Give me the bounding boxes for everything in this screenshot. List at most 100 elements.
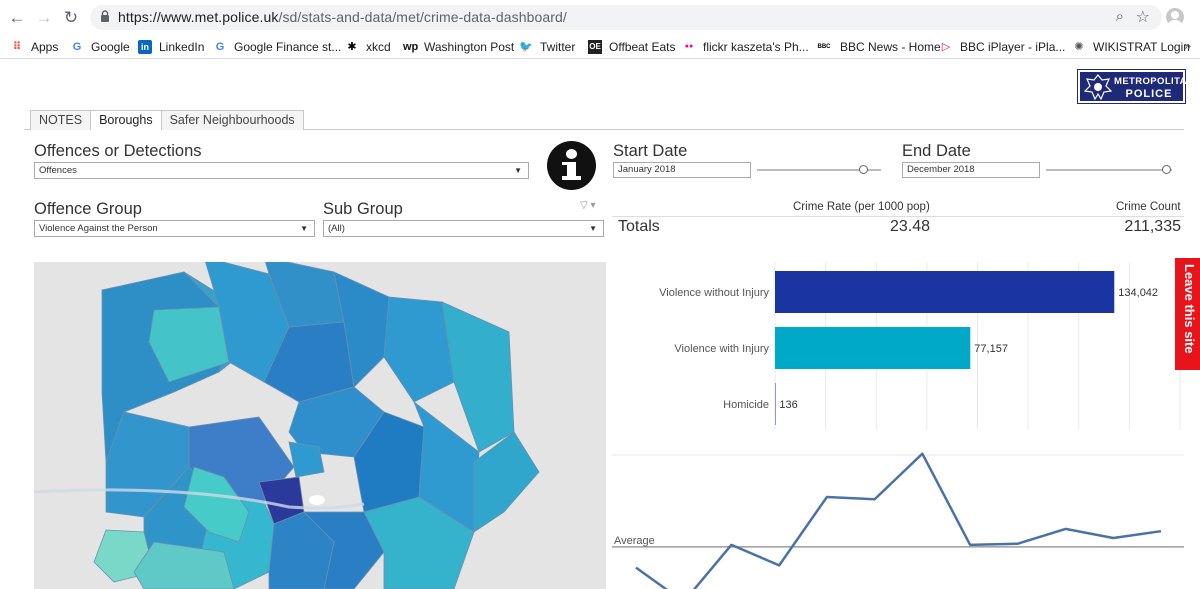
flickr-dots-icon: ●● (684, 42, 694, 50)
tabs-divider (24, 129, 1184, 130)
police-crest-icon (1084, 74, 1112, 100)
filter-funnel-icon[interactable]: ▽ ▾ (580, 200, 596, 211)
google-g-icon: G (215, 40, 225, 53)
bbc-icon: BBC (817, 43, 831, 50)
forward-arrow-icon[interactable]: → (35, 8, 53, 27)
info-icon[interactable] (547, 141, 596, 190)
lock-icon (101, 10, 109, 22)
url-text: https://www.met.police.uk/sd/stats-and-d… (118, 9, 567, 25)
bookmark-label: BBC News - Home (840, 39, 941, 54)
bookmark-label: WIKISTRAT Login (1093, 39, 1190, 54)
xkcd-icon: ✱ (347, 40, 357, 53)
tab-notes[interactable]: NOTES (30, 110, 92, 130)
totals-row: Totals 23.48 211,335 (612, 216, 1184, 237)
bookmark-item[interactable]: 🐦 Twitter (519, 38, 575, 55)
wikistrat-icon: ✺ (1074, 40, 1084, 53)
offence-group-label: Offence Group (34, 200, 142, 218)
leave-site-label: Leave this site (1182, 264, 1197, 354)
borough-shape (133, 541, 235, 589)
borough-shape (383, 296, 455, 403)
borough-shape (333, 271, 390, 388)
tab-boroughs[interactable]: Boroughs (90, 110, 162, 130)
start-date-slider-track[interactable] (757, 169, 881, 171)
monthly-trend-line-chart[interactable]: Average (612, 450, 1184, 589)
bookmark-label: Washington Post (424, 39, 515, 54)
profile-avatar[interactable] (1166, 8, 1184, 26)
google-g-icon: G (72, 40, 82, 53)
bookmark-label: Google Finance st... (234, 39, 342, 54)
dropdown-arrow-icon: ▼ (514, 166, 522, 175)
dropdown-arrow-icon: ▼ (300, 224, 308, 233)
bookmark-item[interactable]: BBC BBC News - Home (815, 38, 941, 55)
bookmark-item[interactable]: ⠿ Apps (10, 38, 59, 55)
end-date-slider-handle[interactable] (1162, 165, 1171, 174)
reload-icon[interactable]: ↻ (63, 8, 79, 27)
back-arrow-icon[interactable]: ← (8, 8, 26, 27)
zoom-icon[interactable]: ⌕ (1115, 8, 1124, 25)
bar (775, 271, 1115, 313)
tab-safer-neighbourhoods[interactable]: Safer Neighbourhoods (160, 110, 304, 130)
bookmark-star-icon[interactable]: ☆ (1135, 9, 1150, 26)
trend-series-line (635, 452, 1162, 589)
bar (775, 327, 971, 369)
bar-value-label: 136 (779, 399, 797, 411)
bookmark-label: LinkedIn (159, 39, 205, 54)
address-bar[interactable]: https://www.met.police.uk/sd/stats-and-d… (90, 5, 1162, 30)
sub-group-dropdown[interactable]: (All) ▼ (323, 220, 604, 237)
offence-group-dropdown[interactable]: Violence Against the Person ▼ (34, 220, 315, 237)
logo-line2: POLICE (1125, 88, 1173, 100)
bookmark-label: Offbeat Eats (609, 39, 676, 54)
end-date-slider-track[interactable] (1046, 169, 1172, 171)
average-label: Average (614, 535, 655, 547)
bookmark-label: Twitter (540, 39, 576, 54)
crime-rate-header: Crime Rate (per 1000 pop) (793, 201, 930, 213)
crime-count-header: Crime Count (1116, 201, 1181, 213)
bookmark-item[interactable]: ✺ WIKISTRAT Login (1072, 38, 1190, 55)
apps-grid-icon: ⠿ (12, 40, 22, 53)
london-boroughs-choropleth[interactable] (34, 262, 606, 589)
totals-crime-rate: 23.48 (889, 218, 930, 235)
bookmark-item[interactable]: in LinkedIn (138, 38, 204, 55)
borough-map[interactable] (34, 262, 606, 589)
bookmark-item[interactable]: G Google (70, 38, 130, 55)
sub-group-value: (All) (328, 223, 345, 234)
leave-site-button[interactable]: Leave this site (1175, 258, 1200, 370)
totals-crime-count: 211,335 (1124, 218, 1181, 235)
bookmarks-bar: ⠿ Apps G Google in LinkedIn G Google Finance st… (0, 34, 1200, 59)
start-date-input[interactable]: January 2018 (613, 162, 751, 178)
bar-category-label: Violence with Injury (674, 343, 769, 355)
borough-shape (363, 496, 475, 589)
bar (775, 383, 776, 425)
met-police-logo: METROPOLITAN POLICE (1077, 69, 1195, 104)
bookmark-item[interactable]: ▷ BBC iPlayer - iPla... (939, 38, 1066, 55)
bookmark-label: xkcd (366, 39, 391, 54)
bookmark-item[interactable]: ✱ xkcd (345, 38, 391, 55)
bar-category-label: Violence without Injury (659, 287, 769, 299)
borough-shape (183, 466, 250, 543)
twitter-bird-icon: 🐦 (519, 40, 533, 53)
totals-label: Totals (618, 218, 660, 235)
start-date-slider-handle[interactable] (859, 165, 868, 174)
bookmark-label: Apps (31, 39, 59, 54)
bar-value-label: 77,157 (974, 343, 1008, 355)
oe-icon: OE (588, 39, 602, 54)
bookmark-item[interactable]: wp Washington Post (403, 38, 514, 55)
bookmark-item[interactable]: OE Offbeat Eats (588, 38, 676, 55)
logo-line1: METROPOLITAN (1114, 76, 1195, 87)
offences-dropdown[interactable]: Offences ▼ (34, 162, 529, 179)
bookmark-label: Google (91, 39, 130, 54)
bar-category-label: Homicide (723, 399, 769, 411)
more-bookmarks-icon[interactable]: » (1184, 38, 1192, 53)
offence-bar-chart[interactable]: Violence without Injury 134,042 Violence w… (612, 262, 1192, 432)
bar-value-label: 134,042 (1118, 287, 1158, 299)
bar-chart-svg: Violence without Injury 134,042 Violence w… (659, 262, 1181, 430)
borough-shape (473, 431, 540, 533)
dropdown-arrow-icon: ▼ (589, 224, 597, 233)
line-chart-svg: Average (612, 452, 1184, 589)
offences-label: Offences or Detections (34, 142, 202, 160)
end-date-input[interactable]: December 2018 (902, 162, 1040, 178)
bookmark-item[interactable]: ●● flickr kaszeta's Ph... (682, 38, 809, 55)
borough-shape (148, 306, 230, 383)
browser-toolbar: ← → ↻ https://www.met.police.uk/sd/stats… (0, 0, 1200, 34)
bookmark-item[interactable]: G Google Finance st... (213, 38, 342, 55)
